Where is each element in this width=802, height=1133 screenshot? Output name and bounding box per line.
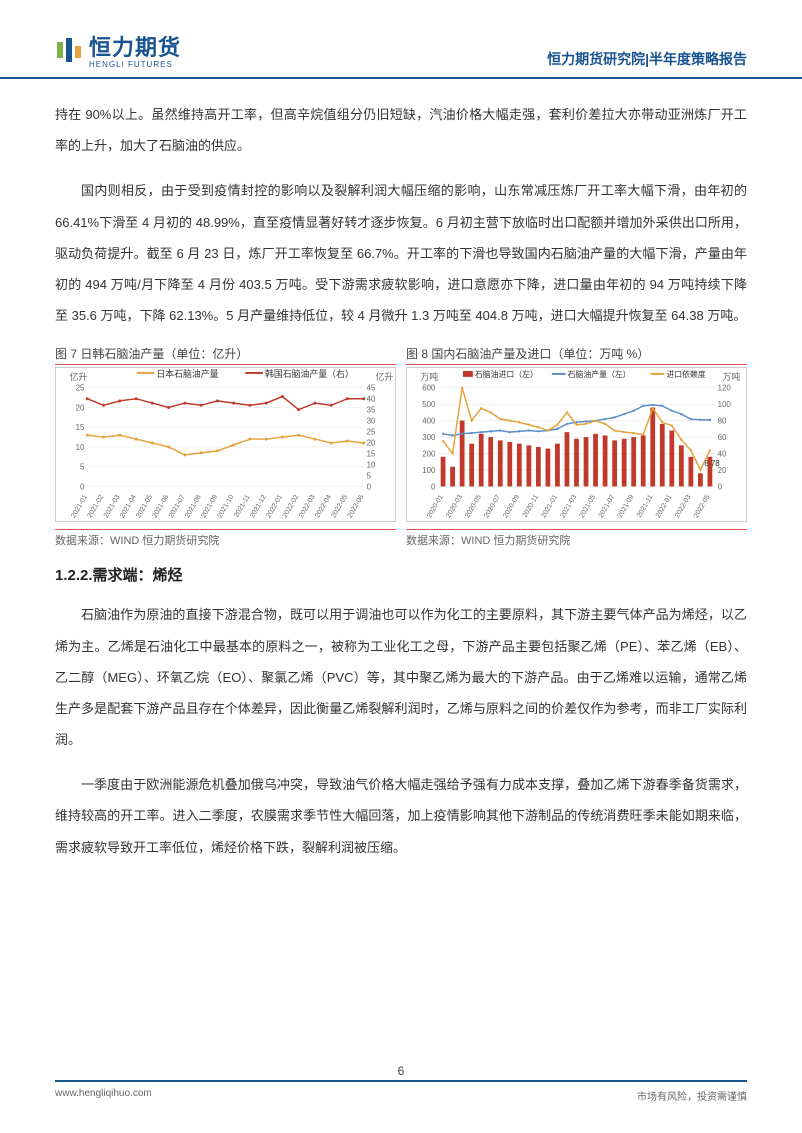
svg-text:40: 40 [718, 450, 727, 459]
svg-text:60: 60 [718, 433, 727, 442]
svg-text:0: 0 [367, 483, 372, 492]
paragraph-3: 石脑油作为原油的直接下游混合物，既可以用于调油也可以作为化工的主要原料，其下游主… [55, 599, 747, 755]
svg-text:日本石脑油产量: 日本石脑油产量 [156, 368, 218, 379]
svg-text:2020-05: 2020-05 [464, 494, 483, 520]
charts-row: 图 7 日韩石脑油产量（单位：亿升） 亿升 亿升 日本石脑油产量 韩国石脑油产量（右）… [55, 345, 747, 548]
svg-text:2021-01: 2021-01 [540, 494, 559, 520]
chart8-title: 图 8 国内石脑油产量及进口（单位：万吨 %） [406, 345, 747, 365]
svg-text:0: 0 [718, 483, 723, 492]
footer-disclaimer: 市场有风险，投资需谨慎 [637, 1088, 747, 1103]
svg-text:2021-11: 2021-11 [636, 494, 655, 519]
svg-text:500: 500 [422, 400, 436, 409]
svg-text:10: 10 [76, 443, 85, 452]
svg-text:100: 100 [718, 400, 732, 409]
svg-text:2021-05: 2021-05 [579, 494, 598, 520]
svg-text:5: 5 [367, 472, 372, 481]
svg-text:2020-07: 2020-07 [483, 494, 502, 520]
svg-text:100: 100 [422, 466, 436, 475]
svg-text:80: 80 [718, 417, 727, 426]
svg-text:万吨: 万吨 [421, 371, 439, 382]
svg-text:200: 200 [422, 450, 436, 459]
section-heading: 1.2.2.需求端：烯烃 [55, 564, 747, 585]
page-footer: www.hengliqihuo.com 市场有风险，投资需谨慎 [55, 1080, 747, 1103]
paragraph-4: 一季度由于欧洲能源危机叠加俄乌冲突，导致油气价格大幅走强给予强有力成本支撑，叠加… [55, 769, 747, 863]
chart7-source: 数据来源：WIND 恒力期货研究院 [55, 529, 396, 548]
logo-text-en: HENGLI FUTURES [89, 60, 181, 69]
logo-icon [55, 36, 83, 64]
svg-text:15: 15 [367, 450, 376, 459]
svg-text:2022-05: 2022-05 [693, 494, 712, 520]
svg-text:亿升: 亿升 [70, 371, 88, 382]
svg-text:10: 10 [367, 461, 376, 470]
page-number: 6 [0, 1064, 802, 1078]
chart7-svg: 亿升亿升日本石脑油产量韩国石脑油产量（右）0510152025051015202… [55, 367, 396, 522]
svg-text:8.78: 8.78 [704, 459, 720, 468]
svg-text:2021-09: 2021-09 [617, 494, 636, 520]
svg-text:2021-07: 2021-07 [598, 494, 617, 520]
chart8-svg: 万吨万吨石脑油进口（左）石脑油产量（左）进口依赖度010020030040050… [406, 367, 747, 522]
svg-text:0: 0 [431, 483, 436, 492]
svg-text:35: 35 [367, 406, 376, 415]
svg-text:15: 15 [76, 423, 85, 432]
footer-url: www.hengliqihuo.com [55, 1088, 152, 1103]
svg-text:5: 5 [80, 463, 85, 472]
svg-text:进口依赖度: 进口依赖度 [666, 369, 705, 379]
paragraph-2: 国内则相反，由于受到疫情封控的影响以及裂解利润大幅压缩的影响，山东常减压炼厂开工… [55, 175, 747, 331]
svg-text:石脑油产量（左）: 石脑油产量（左） [568, 369, 631, 379]
chart8-source: 数据来源：WIND 恒力期货研究院 [406, 529, 747, 548]
content-area: 持在 90%以上。虽然维持高开工率，但高辛烷值组分仍旧短缺，汽油价格大幅走强，套… [0, 79, 802, 863]
logo: 恒力期货 HENGLI FUTURES [55, 30, 181, 69]
chart8-block: 图 8 国内石脑油产量及进口（单位：万吨 %） 万吨 万吨 石脑油进口（左） 石脑油产… [406, 345, 747, 548]
svg-text:25: 25 [367, 428, 376, 437]
svg-text:20: 20 [76, 404, 85, 413]
svg-text:韩国石脑油产量（右）: 韩国石脑油产量（右） [265, 368, 354, 379]
svg-text:400: 400 [422, 417, 436, 426]
svg-text:2020-01: 2020-01 [426, 494, 445, 520]
svg-text:300: 300 [422, 433, 436, 442]
header-title: 恒力期货研究院|半年度策略报告 [547, 49, 747, 69]
svg-text:万吨: 万吨 [723, 371, 741, 382]
svg-text:2022-06: 2022-06 [347, 494, 366, 520]
svg-text:40: 40 [367, 395, 376, 404]
svg-text:0: 0 [80, 483, 85, 492]
svg-text:2020-11: 2020-11 [522, 494, 541, 519]
svg-text:亿升: 亿升 [376, 371, 394, 382]
chart7-block: 图 7 日韩石脑油产量（单位：亿升） 亿升 亿升 日本石脑油产量 韩国石脑油产量（右）… [55, 345, 396, 548]
paragraph-1: 持在 90%以上。虽然维持高开工率，但高辛烷值组分仍旧短缺，汽油价格大幅走强，套… [55, 99, 747, 161]
svg-text:120: 120 [718, 384, 732, 393]
svg-text:2022-03: 2022-03 [674, 494, 693, 520]
svg-text:2020-03: 2020-03 [445, 494, 464, 520]
svg-text:30: 30 [367, 417, 376, 426]
svg-text:600: 600 [422, 384, 436, 393]
svg-text:25: 25 [76, 384, 85, 393]
svg-text:20: 20 [367, 439, 376, 448]
page-header: 恒力期货 HENGLI FUTURES 恒力期货研究院|半年度策略报告 [0, 0, 802, 79]
svg-text:45: 45 [367, 384, 376, 393]
svg-text:2020-09: 2020-09 [502, 494, 521, 520]
svg-text:2022-01: 2022-01 [655, 494, 674, 520]
svg-text:石脑油进口（左）: 石脑油进口（左） [475, 369, 538, 379]
svg-text:2021-03: 2021-03 [560, 494, 579, 520]
chart7-title: 图 7 日韩石脑油产量（单位：亿升） [55, 345, 396, 365]
logo-text-cn: 恒力期货 [89, 35, 181, 60]
